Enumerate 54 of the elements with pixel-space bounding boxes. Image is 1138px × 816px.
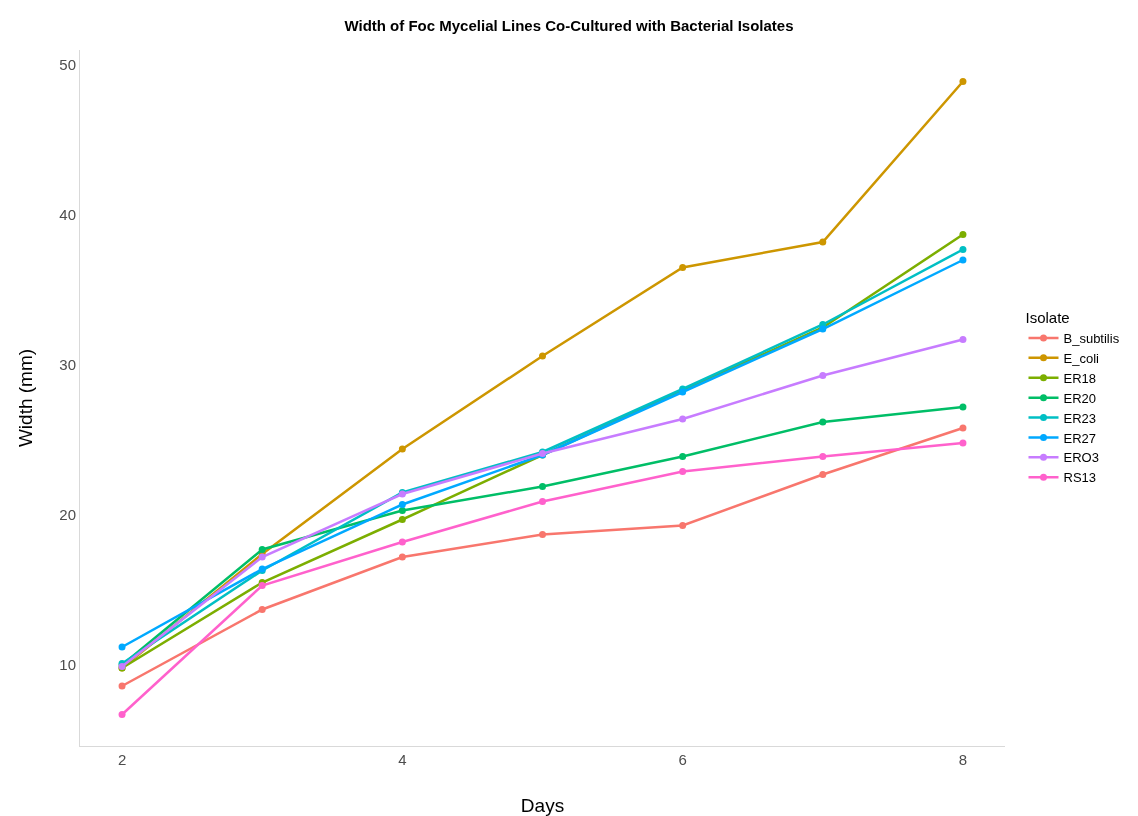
point [679,264,687,271]
point [398,507,406,514]
x-tick-label: 6 [678,751,687,768]
point [679,415,687,423]
point [258,606,266,613]
point [959,246,967,253]
point [398,501,406,508]
x-tick-label: 4 [398,751,407,768]
y-tick-label: 50 [59,56,76,74]
point [258,546,266,553]
legend-label: ER27 [1063,430,1097,446]
x-tick-label: 2 [117,751,127,768]
point [959,256,967,264]
point [398,445,406,453]
point [959,336,967,343]
point [959,231,967,238]
point [398,516,406,523]
legend-label: E_coli [1063,350,1100,366]
legend-label: B_subtilis [1063,331,1120,347]
x-tick-label: 8 [958,751,968,768]
point [819,471,827,478]
legend-label: ER20 [1063,390,1097,406]
legend-label: ER23 [1063,410,1097,426]
point [959,424,967,432]
point [539,352,546,360]
point [819,418,827,426]
y-axis-title: Width (mm) [15,348,36,448]
point [398,538,406,546]
point [959,439,967,447]
point [959,403,967,411]
point [118,682,126,690]
point [679,522,687,529]
point [819,238,827,246]
point [398,553,406,561]
legend-label: ERO3 [1063,450,1099,466]
legend-label: ER18 [1063,370,1097,386]
y-tick-label: 20 [59,506,76,524]
point [118,643,126,651]
chart-title: Width of Foc Mycelial Lines Co-Cultured with Bacterial Isolates [344,16,794,34]
point [819,372,827,379]
y-tick-label: 40 [59,206,76,224]
legend-label: RS13 [1063,470,1097,486]
point [679,453,687,460]
point [959,78,967,85]
y-tick-label: 30 [59,356,76,374]
point [118,711,126,718]
point [539,531,546,538]
y-tick-label: 10 [59,656,76,674]
legend-title: Isolate [1025,309,1070,326]
point [539,498,546,505]
x-axis-title: Days [520,795,565,816]
point [679,468,687,475]
point [539,483,546,490]
point [819,453,827,460]
